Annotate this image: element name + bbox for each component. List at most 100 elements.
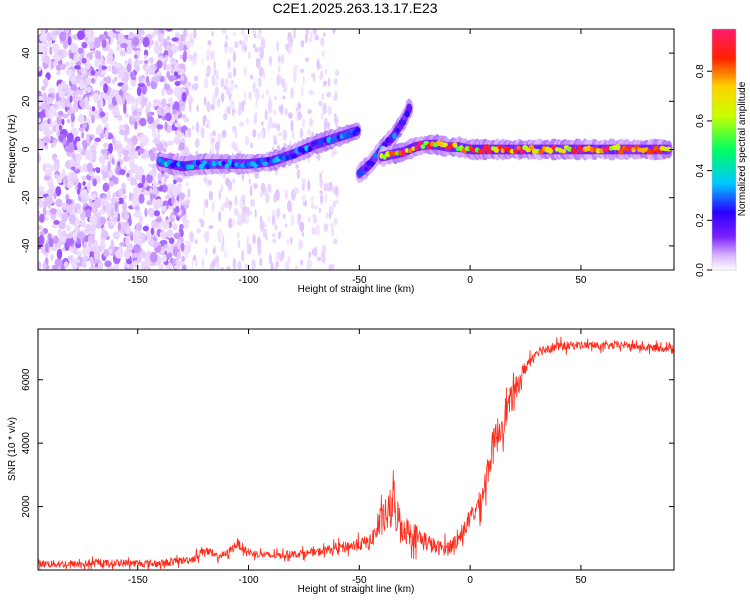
heatmap-cell [272, 122, 278, 129]
heatmap-cell [206, 48, 211, 57]
heatmap-cell [554, 146, 560, 152]
heatmap-cell [167, 262, 173, 270]
heatmap-cell [133, 210, 142, 218]
heatmap-cell [75, 241, 82, 249]
heatmap-cell [91, 206, 97, 214]
heatmap-cell [38, 111, 45, 118]
heatmap-cell [314, 29, 317, 35]
heatmap-cell [328, 211, 332, 219]
heatmap-cell [80, 188, 88, 198]
heatmap-cell [65, 198, 73, 205]
heatmap-cell [119, 124, 124, 130]
heatmap-cell [189, 231, 195, 243]
heatmap-cell [136, 112, 141, 118]
heatmap-cell [76, 30, 85, 41]
heatmap-cell [144, 207, 148, 217]
heatmap-cell [217, 133, 222, 140]
heatmap-cell [61, 229, 67, 237]
heatmap-cell [132, 260, 139, 268]
heatmap-cell [259, 220, 265, 232]
heatmap-cell [227, 180, 233, 191]
heatmap-cell [123, 212, 129, 221]
heatmap-cell [286, 200, 292, 212]
heatmap-cell [61, 212, 69, 222]
heatmap-cell [58, 110, 64, 116]
heatmap-cell [179, 79, 187, 85]
heatmap-cell [99, 216, 107, 225]
heatmap-cell [183, 117, 190, 123]
heatmap-cell [82, 247, 90, 256]
heatmap-cell [249, 185, 253, 197]
heatmap-cell [178, 63, 186, 70]
snr-panel: -150 -100 -50 0 50 2000 4000 6000 Height of st… [7, 328, 675, 595]
heatmap-cell [139, 117, 147, 127]
heatmap-cell [577, 144, 582, 150]
heatmap-cell [210, 142, 215, 155]
heatmap-cell [120, 38, 128, 44]
heatmap-cell [95, 126, 103, 134]
heatmap-cell [151, 163, 156, 170]
heatmap-cell [293, 29, 296, 39]
heatmap-cell [227, 59, 231, 70]
heatmap-cell [186, 181, 189, 187]
heatmap-cell [78, 115, 85, 124]
heatmap-cell [115, 93, 120, 102]
heatmap-cell [65, 224, 71, 231]
heatmap-cell [125, 124, 130, 136]
heatmap-cell [237, 212, 242, 224]
heatmap-cell [273, 109, 277, 116]
heatmap-cell [333, 134, 338, 141]
heatmap-cell [53, 54, 62, 62]
heatmap-cell [61, 118, 65, 126]
heatmap-cell [183, 29, 187, 37]
heatmap-cell [244, 33, 249, 43]
heatmap-cell [323, 32, 326, 37]
heatmap-cell [231, 219, 236, 227]
heatmap-cell [161, 88, 165, 97]
heatmap-cell [221, 129, 227, 138]
heatmap-cell [317, 140, 322, 147]
heatmap-panel: -150 -100 -50 0 50 -40 -20 0 20 40 Height of str… [7, 28, 675, 295]
heatmap-cell [246, 243, 252, 255]
heatmap-cell [205, 198, 209, 209]
heatmap-cell [85, 63, 91, 70]
heatmap-cell [67, 35, 72, 46]
heatmap-cell [154, 242, 159, 248]
heatmap-cell [289, 236, 293, 245]
heatmap-cell [323, 223, 329, 233]
heatmap-cell [276, 74, 281, 87]
heatmap-cell [80, 197, 87, 204]
heatmap-cell [149, 56, 154, 64]
heatmap-cell [108, 142, 113, 154]
heatmap-cell [99, 111, 106, 118]
heatmap-cell [548, 147, 554, 154]
heatmap-cell [139, 177, 143, 185]
heatmap-cell [175, 206, 180, 213]
heatmap-cell [258, 66, 264, 77]
heatmap-cell [267, 121, 270, 134]
heatmap-cell [332, 29, 336, 34]
heatmap-cell [93, 37, 101, 49]
heatmap-cell [327, 105, 332, 116]
x-tick-label: 50 [575, 275, 587, 286]
heatmap-cell [172, 258, 176, 263]
heatmap-cell [249, 74, 254, 80]
heatmap-cell [55, 186, 62, 197]
heatmap-cell [185, 129, 188, 138]
heatmap-cell [81, 131, 85, 139]
heatmap-cell [102, 182, 110, 193]
heatmap-cell [73, 203, 81, 211]
heatmap-cell [252, 29, 256, 34]
heatmap-cell [116, 45, 120, 52]
heatmap-cell [99, 208, 105, 214]
heatmap-cell [318, 207, 322, 214]
heatmap-cell [264, 192, 270, 204]
heatmap-cell [134, 65, 140, 72]
heatmap-cell [63, 261, 69, 268]
heatmap-x-axis-label: Height of straight line (km) [298, 284, 415, 295]
heatmap-cell [77, 47, 84, 54]
heatmap-cell [252, 129, 257, 138]
heatmap-cell [325, 211, 329, 220]
heatmap-cell [103, 83, 109, 94]
heatmap-cell [90, 246, 96, 253]
